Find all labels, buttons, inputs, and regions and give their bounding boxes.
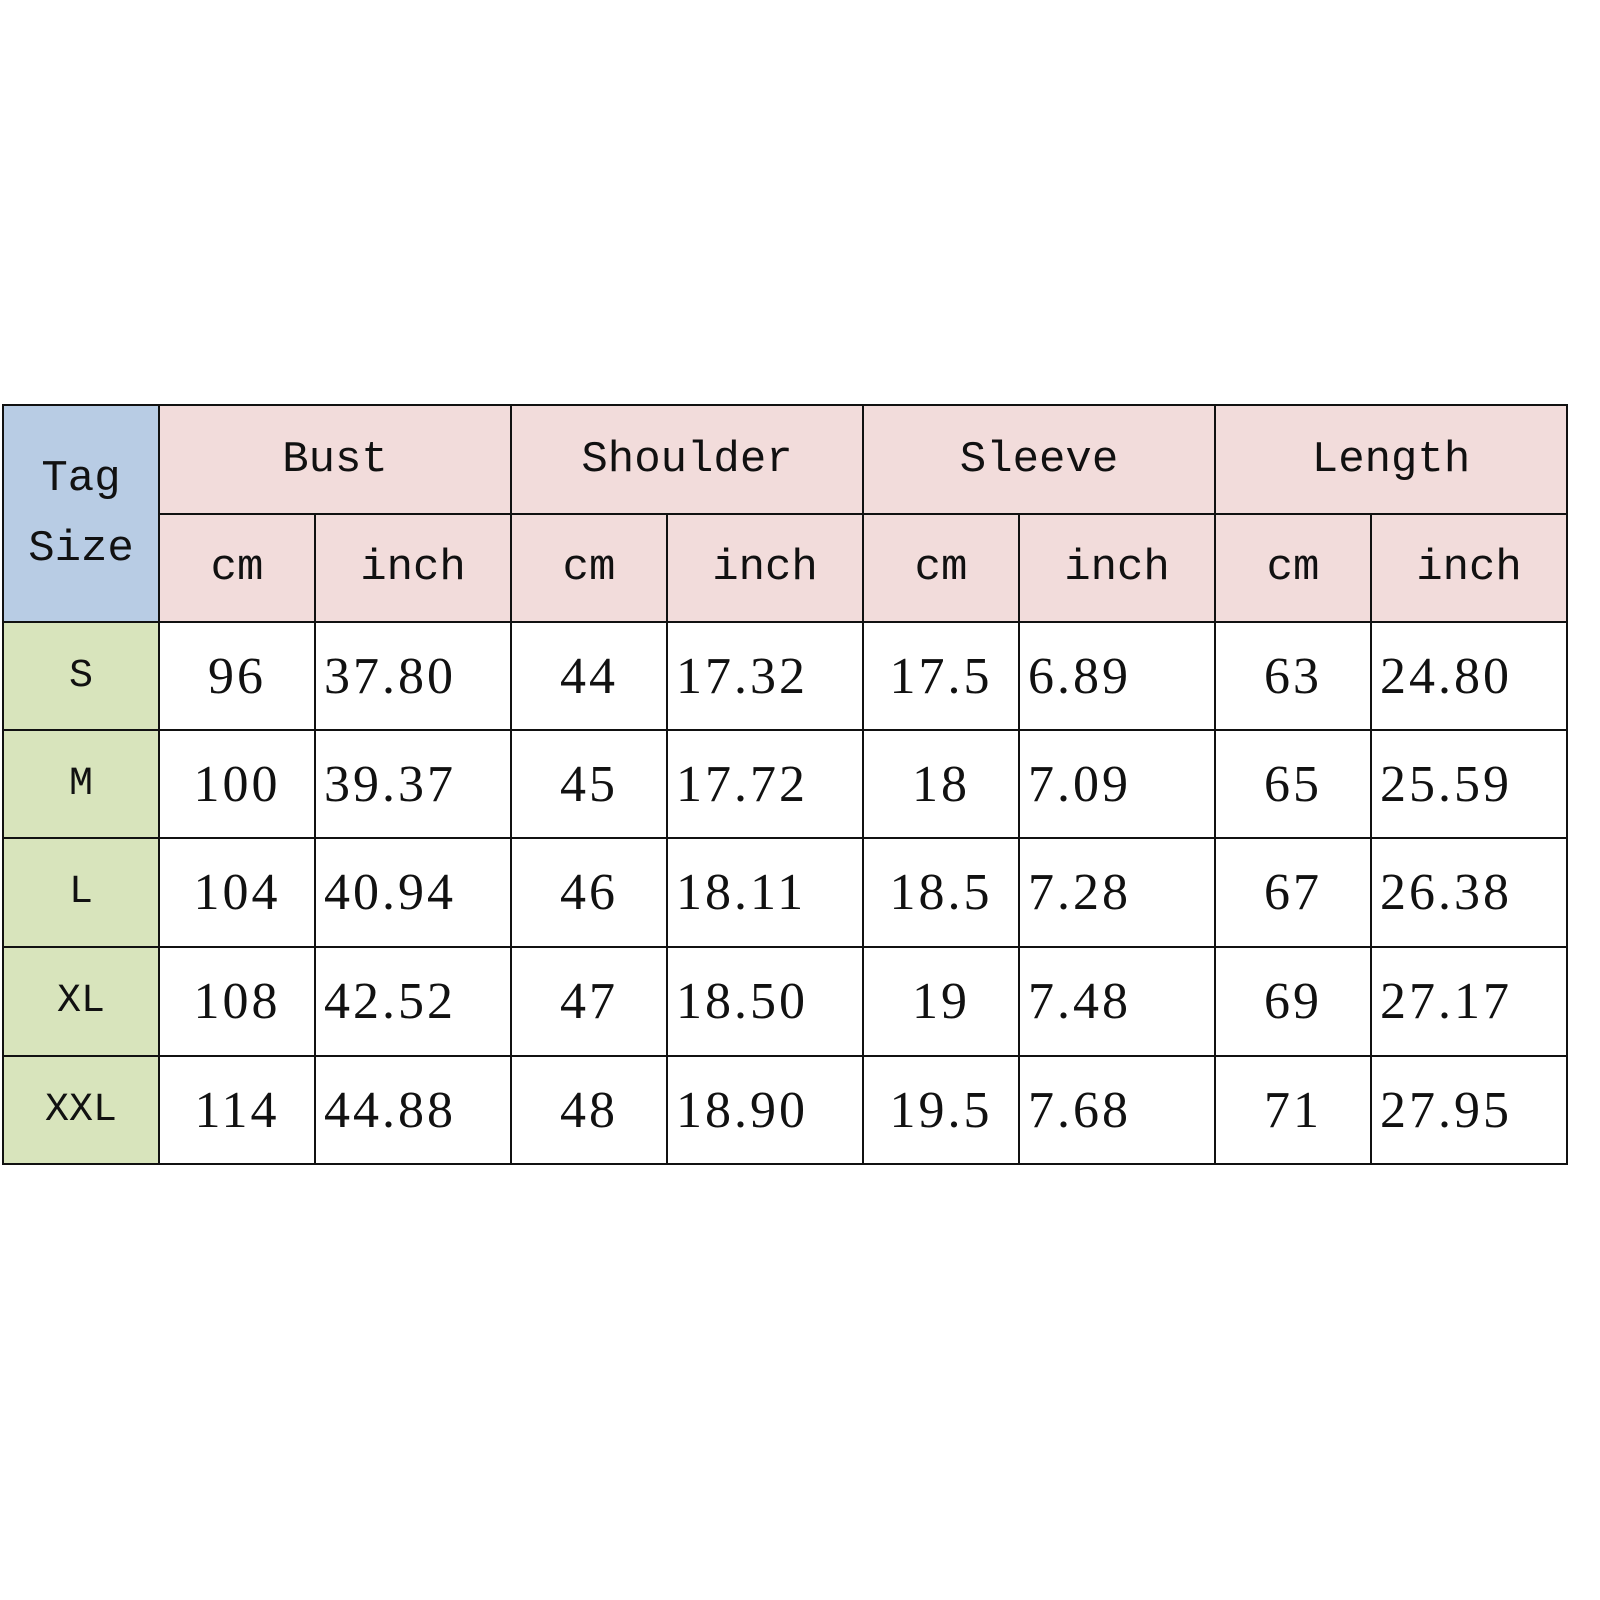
group-header-bust: Bust [158,404,512,515]
cm-value-cell: 100 [158,729,316,839]
table-row: XL 108 42.52 47 18.50 19 7.48 69 27.17 [2,946,1569,1057]
table-row: S 96 37.80 44 17.32 17.5 6.89 63 24.80 [2,621,1569,731]
cm-value-cell: 19 [862,946,1021,1057]
inch-value-cell: 7.68 [1018,1055,1217,1165]
inch-value-cell: 7.09 [1018,729,1217,839]
table-row: L 104 40.94 46 18.11 18.5 7.28 67 26.38 [2,837,1569,948]
size-label: Size [28,523,134,574]
inch-value-cell: 17.72 [665,729,865,839]
cm-value-cell: 96 [158,621,316,731]
tag-size-header: Tag Size [2,404,160,623]
unit-header-row: cm inch cm inch cm inch cm inch [3,513,1569,623]
inch-value-cell: 6.89 [1018,621,1217,731]
inch-value-cell: 40.94 [314,837,512,948]
unit-header-cm: cm [510,513,668,623]
inch-value-cell: 44.88 [314,1055,512,1165]
inch-value-cell: 18.11 [665,837,865,948]
cm-value-cell: 69 [1214,946,1373,1057]
cm-value-cell: 63 [1214,621,1373,731]
table-row: M 100 39.37 45 17.72 18 7.09 65 25.59 [2,729,1569,839]
unit-header-inch: inch [1370,513,1569,623]
cm-value-cell: 17.5 [862,621,1021,731]
unit-header-inch: inch [665,513,865,623]
inch-value-cell: 18.90 [665,1055,865,1165]
group-header-row: Tag Size Bust Shoulder Sleeve Length [2,404,1569,623]
cm-value-cell: 104 [158,837,316,948]
size-cell: M [2,729,160,839]
group-header-length: Length [1214,404,1569,515]
unit-header-inch: inch [314,513,512,623]
inch-value-cell: 26.38 [1370,837,1569,948]
cm-value-cell: 45 [510,729,668,839]
cm-value-cell: 48 [510,1055,668,1165]
size-cell: S [2,621,160,731]
size-cell: XXL [2,1055,160,1165]
tag-label: Tag [41,453,121,504]
cm-value-cell: 46 [510,837,668,948]
unit-header-inch: inch [1018,513,1217,623]
cm-value-cell: 65 [1214,729,1373,839]
cm-value-cell: 67 [1214,837,1373,948]
inch-value-cell: 39.37 [314,729,512,839]
inch-value-cell: 27.95 [1370,1055,1569,1165]
inch-value-cell: 17.32 [665,621,865,731]
unit-header-cm: cm [1214,513,1373,623]
inch-value-cell: 25.59 [1370,729,1569,839]
size-cell: XL [2,946,160,1057]
group-header-shoulder: Shoulder [509,404,865,515]
cm-value-cell: 108 [158,946,316,1057]
size-cell: L [2,837,160,948]
cm-value-cell: 19.5 [862,1055,1021,1165]
table-row: XXL 114 44.88 48 18.90 19.5 7.68 71 27.95 [2,1055,1569,1165]
size-chart-table: Tag Size Bust Shoulder Sleeve Length cm inch cm i… [2,404,1569,1165]
inch-value-cell: 37.80 [314,621,512,731]
inch-value-cell: 24.80 [1370,621,1569,731]
cm-value-cell: 47 [510,946,668,1057]
inch-value-cell: 18.50 [665,946,865,1057]
inch-value-cell: 42.52 [314,946,512,1057]
group-header-sleeve: Sleeve [862,404,1217,515]
cm-value-cell: 44 [510,621,668,731]
cm-value-cell: 18 [862,729,1021,839]
inch-value-cell: 7.28 [1018,837,1217,948]
unit-header-cm: cm [158,513,316,623]
cm-value-cell: 71 [1214,1055,1373,1165]
inch-value-cell: 27.17 [1370,946,1569,1057]
inch-value-cell: 7.48 [1018,946,1217,1057]
cm-value-cell: 18.5 [862,837,1021,948]
cm-value-cell: 114 [158,1055,316,1165]
unit-header-cm: cm [862,513,1021,623]
